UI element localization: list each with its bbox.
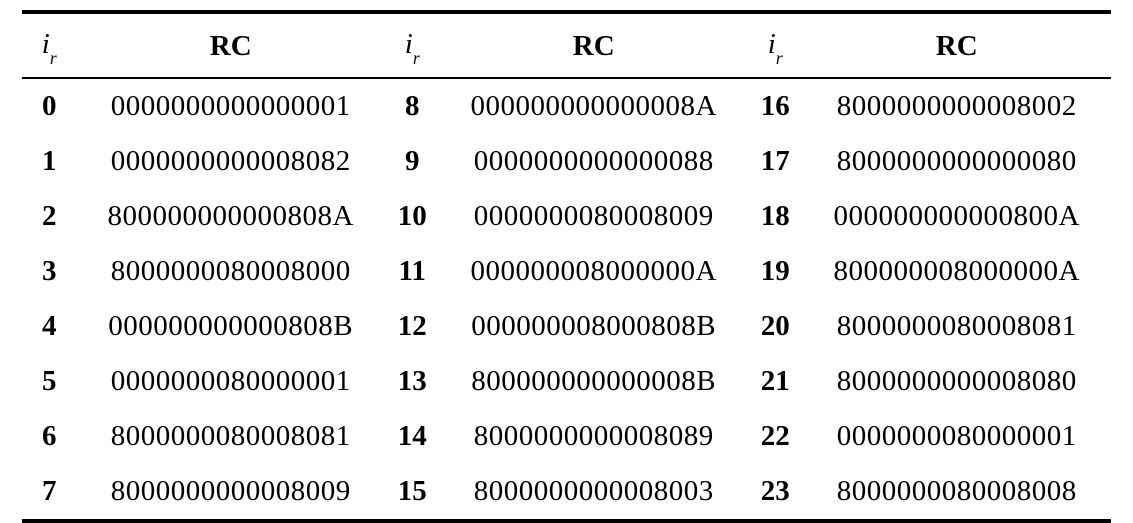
col-header-rc-1: RC <box>76 12 385 78</box>
table-header-row: ir RC ir RC ir RC <box>22 12 1111 78</box>
round-constant-value: 0000000000000001 <box>76 78 385 134</box>
round-index: 20 <box>748 299 802 354</box>
round-index: 3 <box>22 244 76 299</box>
round-index: 5 <box>22 354 76 409</box>
table-row: 6800000008000808114800000000000808922000… <box>22 409 1111 464</box>
round-constant-value: 0000000080000001 <box>76 354 385 409</box>
round-constants-table: ir RC ir RC ir RC 0000000000000000180000… <box>22 10 1111 523</box>
round-index: 14 <box>385 409 439 464</box>
index-header-symbol: i <box>42 28 50 60</box>
round-constant-value: 0000000000008082 <box>76 134 385 189</box>
round-constant-value: 0000000000000088 <box>439 134 748 189</box>
round-constant-value: 8000000000008089 <box>439 409 748 464</box>
round-index: 18 <box>748 189 802 244</box>
round-constant-value: 000000000000008A <box>439 78 748 134</box>
round-constant-value: 0000000080008009 <box>439 189 748 244</box>
round-index: 22 <box>748 409 802 464</box>
round-constant-value: 8000000000008080 <box>802 354 1111 409</box>
round-constant-value: 8000000000000080 <box>802 134 1111 189</box>
round-constant-value: 8000000080008081 <box>76 409 385 464</box>
round-constant-value: 000000008000808B <box>439 299 748 354</box>
table-body: 000000000000000018000000000000008A168000… <box>22 78 1111 521</box>
round-constant-value: 8000000000008009 <box>76 464 385 521</box>
round-constant-value: 800000000000008B <box>439 354 748 409</box>
round-index: 12 <box>385 299 439 354</box>
round-index: 11 <box>385 244 439 299</box>
col-header-index-2: ir <box>385 12 439 78</box>
round-index: 21 <box>748 354 802 409</box>
table-row: 2800000000000808A10000000008000800918000… <box>22 189 1111 244</box>
round-constant-value: 8000000080008000 <box>76 244 385 299</box>
index-header-subscript: r <box>50 48 57 68</box>
table-row: 7800000000000800915800000000000800323800… <box>22 464 1111 521</box>
col-header-index-1: ir <box>22 12 76 78</box>
round-index: 13 <box>385 354 439 409</box>
table-row: 1000000000000808290000000000000088178000… <box>22 134 1111 189</box>
round-index: 16 <box>748 78 802 134</box>
index-header-subscript: r <box>413 48 420 68</box>
table-row: 5000000008000000113800000000000008B21800… <box>22 354 1111 409</box>
index-header-symbol: i <box>405 28 413 60</box>
round-index: 0 <box>22 78 76 134</box>
round-constant-value: 000000000000800A <box>802 189 1111 244</box>
round-index: 6 <box>22 409 76 464</box>
round-constant-value: 800000008000000A <box>802 244 1111 299</box>
table-row: 4000000000000808B12000000008000808B20800… <box>22 299 1111 354</box>
round-index: 19 <box>748 244 802 299</box>
round-constant-value: 8000000080008008 <box>802 464 1111 521</box>
round-constant-value: 0000000080000001 <box>802 409 1111 464</box>
round-constant-value: 800000000000808A <box>76 189 385 244</box>
col-header-rc-2: RC <box>439 12 748 78</box>
index-header-subscript: r <box>776 48 783 68</box>
round-index: 9 <box>385 134 439 189</box>
col-header-index-3: ir <box>748 12 802 78</box>
round-index: 10 <box>385 189 439 244</box>
round-index: 8 <box>385 78 439 134</box>
index-header-symbol: i <box>768 28 776 60</box>
table-row: 3800000008000800011000000008000000A19800… <box>22 244 1111 299</box>
round-constant-value: 8000000000008002 <box>802 78 1111 134</box>
round-index: 2 <box>22 189 76 244</box>
round-constant-value: 000000000000808B <box>76 299 385 354</box>
round-constant-value: 8000000000008003 <box>439 464 748 521</box>
table-row: 000000000000000018000000000000008A168000… <box>22 78 1111 134</box>
round-index: 15 <box>385 464 439 521</box>
round-constant-value: 8000000080008081 <box>802 299 1111 354</box>
round-index: 4 <box>22 299 76 354</box>
round-index: 23 <box>748 464 802 521</box>
round-index: 17 <box>748 134 802 189</box>
col-header-rc-3: RC <box>802 12 1111 78</box>
round-constant-value: 000000008000000A <box>439 244 748 299</box>
round-index: 7 <box>22 464 76 521</box>
round-index: 1 <box>22 134 76 189</box>
